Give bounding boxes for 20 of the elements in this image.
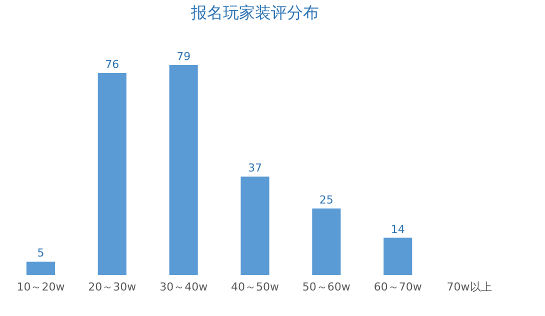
chart-title: 报名玩家装评分布 [190, 3, 319, 22]
data-label: 79 [176, 50, 191, 63]
x-tick-label: 10～20w [16, 280, 65, 294]
data-label: 14 [390, 222, 405, 236]
data-label: 37 [248, 162, 262, 175]
x-tick-label: 50～60w [302, 280, 350, 294]
data-label: 25 [319, 194, 334, 207]
bar [240, 176, 270, 275]
bar [26, 262, 55, 275]
bar [169, 65, 198, 275]
bar [312, 208, 341, 275]
x-tick-label: 60～70w [374, 280, 422, 294]
x-tick-label: 30～40w [160, 280, 208, 294]
data-label: 76 [105, 58, 120, 71]
data-label: 5 [37, 246, 44, 260]
x-tick-label: 20～30w [88, 280, 136, 294]
bar [384, 238, 412, 275]
bar [98, 72, 126, 275]
x-tick-label: 70w以上 [446, 280, 492, 294]
x-tick-label: 40～50w [231, 280, 279, 294]
